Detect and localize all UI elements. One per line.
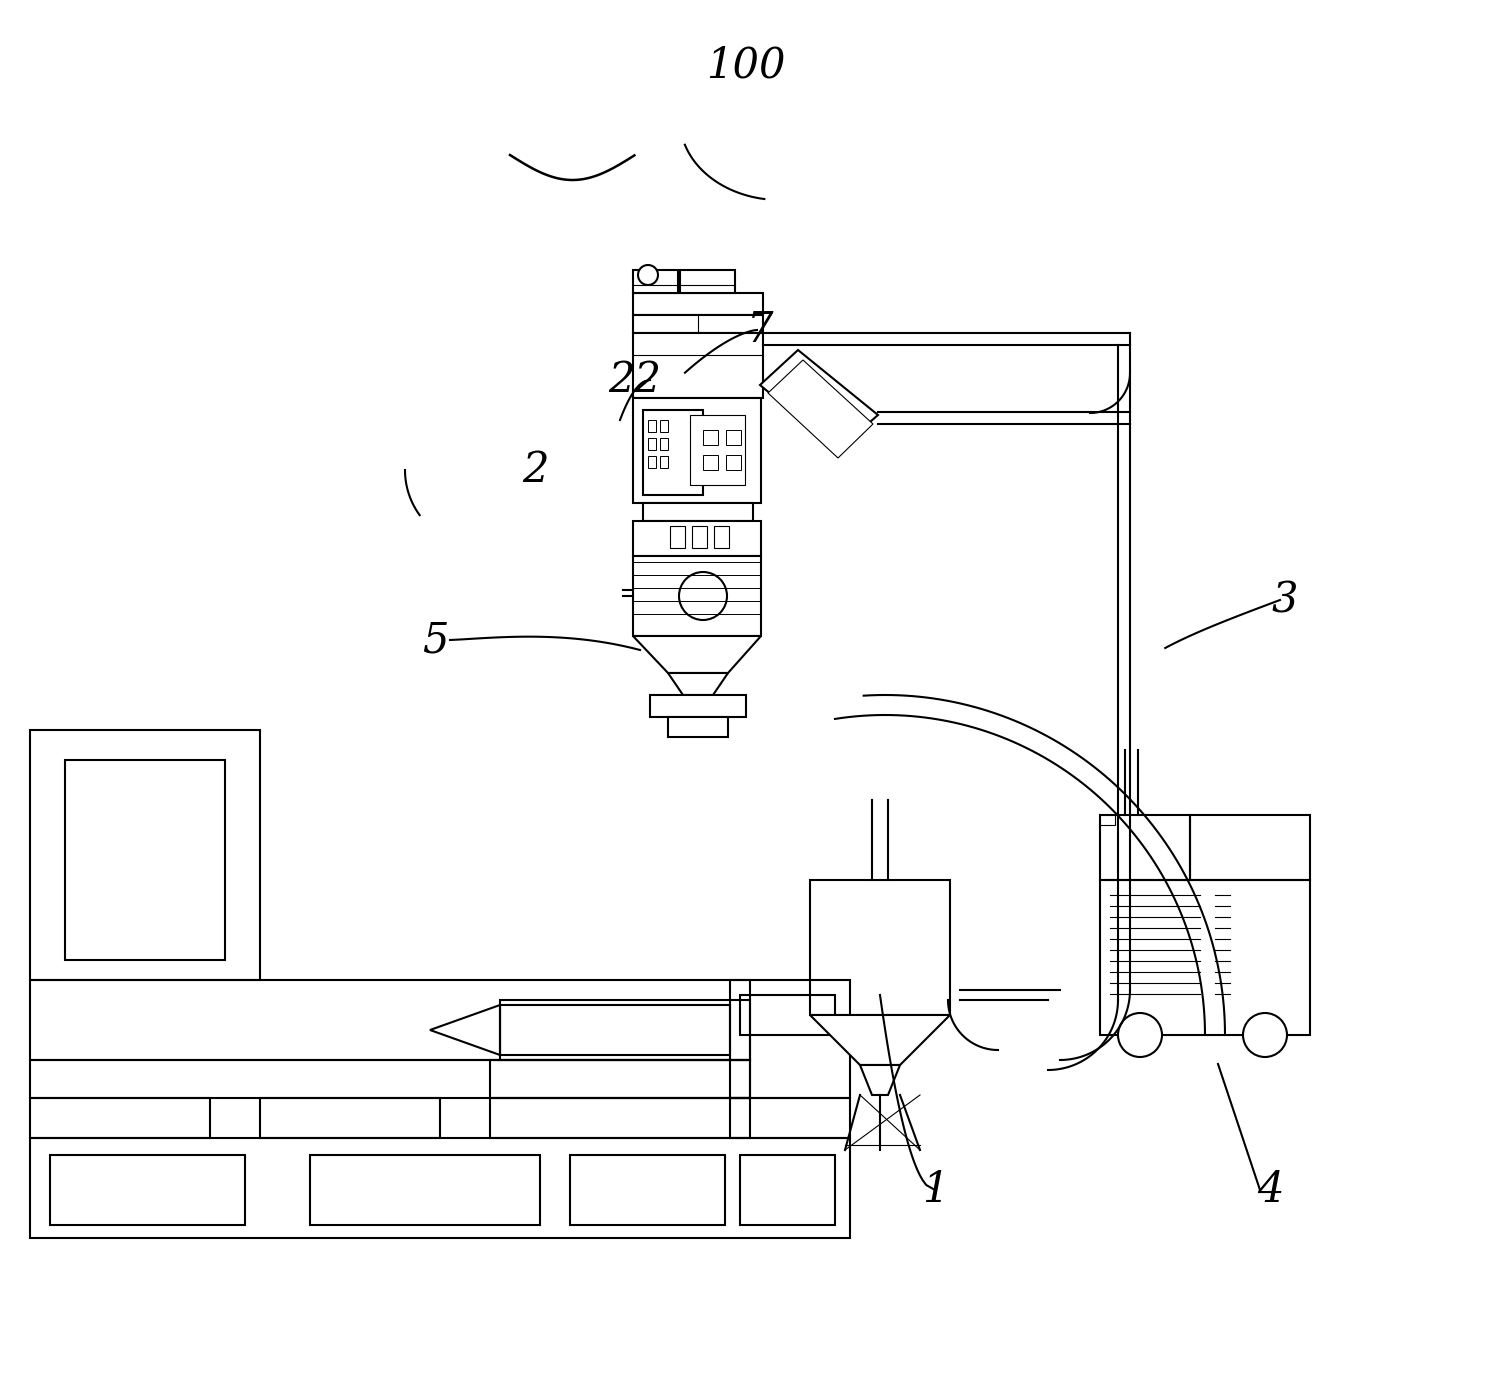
Bar (633, 398, 761, 503)
Bar (570, 1155, 725, 1225)
Bar (310, 1155, 540, 1225)
Circle shape (1243, 1014, 1288, 1056)
Bar (703, 429, 718, 445)
Bar (633, 315, 762, 333)
Bar (703, 454, 718, 470)
Polygon shape (1100, 815, 1115, 824)
Bar (489, 1061, 750, 1098)
Bar (730, 981, 850, 1098)
Text: 100: 100 (706, 44, 786, 86)
Bar (648, 438, 656, 450)
Bar (643, 503, 753, 521)
Polygon shape (859, 1065, 900, 1095)
Bar (668, 717, 728, 737)
Bar (1191, 815, 1310, 880)
Bar (659, 438, 668, 450)
Text: 3: 3 (1271, 579, 1298, 621)
Bar (30, 731, 260, 981)
Bar (659, 420, 668, 432)
Bar (500, 1005, 730, 1055)
Polygon shape (810, 1015, 950, 1065)
Bar (30, 981, 750, 1061)
Bar (810, 880, 950, 1015)
Text: 1: 1 (922, 1168, 949, 1211)
Bar (1100, 815, 1191, 880)
Bar (659, 456, 668, 468)
Bar (727, 454, 742, 470)
Bar (740, 994, 836, 1034)
Bar (689, 416, 745, 485)
Bar (680, 271, 736, 293)
Text: 7: 7 (747, 309, 773, 351)
Text: 22: 22 (609, 359, 661, 400)
Bar (648, 456, 656, 468)
Text: 2: 2 (522, 449, 548, 492)
Bar (740, 1155, 836, 1225)
Bar (30, 1098, 210, 1138)
Bar (648, 420, 656, 432)
Polygon shape (430, 1005, 500, 1055)
Bar (670, 526, 685, 548)
Text: 4: 4 (1256, 1168, 1283, 1211)
Bar (633, 293, 762, 315)
Bar (692, 526, 707, 548)
Bar (260, 1098, 440, 1138)
Bar (500, 1000, 750, 1061)
Bar (66, 760, 225, 960)
Bar (51, 1155, 245, 1225)
Bar (643, 410, 703, 494)
Circle shape (639, 265, 658, 284)
Circle shape (1118, 1014, 1162, 1056)
Bar (489, 1098, 750, 1138)
Bar (730, 1098, 850, 1138)
Bar (651, 695, 746, 717)
Bar (1100, 880, 1310, 1034)
Bar (30, 1138, 850, 1237)
Polygon shape (768, 360, 873, 458)
Polygon shape (633, 637, 761, 673)
Text: 5: 5 (422, 619, 448, 661)
Bar (633, 557, 761, 637)
Polygon shape (668, 673, 728, 695)
Bar (715, 526, 730, 548)
Bar (633, 271, 677, 293)
Bar (633, 333, 762, 398)
Polygon shape (759, 349, 877, 450)
Bar (633, 521, 761, 557)
Bar (30, 1061, 750, 1098)
Bar (727, 429, 742, 445)
Circle shape (679, 572, 727, 620)
